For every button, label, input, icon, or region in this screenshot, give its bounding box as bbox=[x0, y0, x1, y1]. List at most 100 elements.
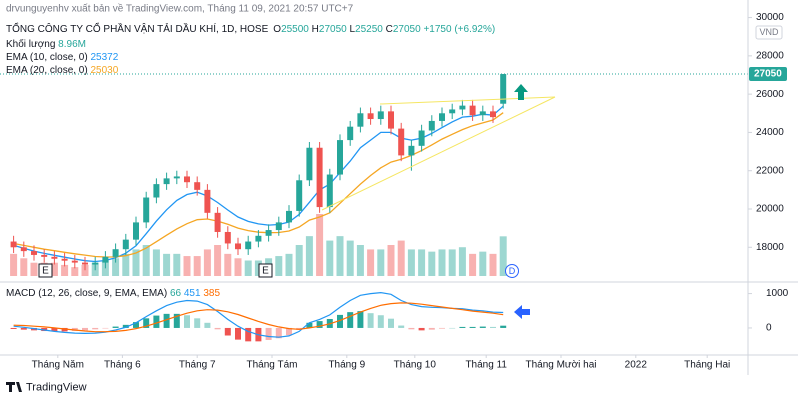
volume-bar bbox=[61, 264, 69, 276]
candle-body bbox=[500, 74, 507, 104]
volume-bar bbox=[152, 249, 160, 276]
histogram-bar bbox=[500, 325, 507, 328]
candle-body bbox=[184, 176, 190, 183]
candle-body bbox=[41, 254, 48, 257]
ohlc-value: 25500 bbox=[281, 24, 309, 35]
histogram-bar bbox=[133, 322, 139, 328]
y-tick-label: 22000 bbox=[756, 165, 784, 176]
histogram-bar bbox=[490, 326, 496, 328]
dividend-letter: D bbox=[509, 266, 516, 276]
left-arrow bbox=[514, 305, 530, 319]
candle-body bbox=[347, 126, 354, 141]
candle-body bbox=[173, 176, 180, 179]
y-tick-label: 28000 bbox=[756, 50, 784, 61]
axis-unit: VND bbox=[759, 27, 779, 37]
histogram-bar bbox=[337, 314, 343, 328]
volume-bar bbox=[193, 256, 201, 276]
candle-body bbox=[235, 243, 241, 250]
macd-pane: 0 1000 Tháng Năm Tháng 6 Tháng 7 Tháng Tám Thá… bbox=[6, 288, 789, 371]
x-tick-label: Tháng 7 bbox=[179, 360, 216, 371]
ohlc-value: 25250 bbox=[355, 24, 383, 35]
histogram-bar bbox=[82, 327, 88, 331]
histogram-bar bbox=[388, 318, 394, 328]
candle-body bbox=[377, 111, 384, 120]
volume-bar bbox=[397, 240, 405, 276]
candle-body bbox=[316, 147, 323, 208]
last-price-label: 27050 bbox=[754, 69, 782, 80]
candle-body bbox=[439, 113, 445, 121]
macd-legend: MACD (12, 26, close, 9, EMA, EMA) 66 451… bbox=[6, 288, 220, 299]
histogram-bar bbox=[10, 327, 17, 329]
volume-bar bbox=[489, 253, 497, 276]
histogram-bar bbox=[235, 327, 241, 340]
volume-bar bbox=[244, 260, 252, 276]
histogram-bar bbox=[92, 327, 99, 330]
x-tick-label: Tháng 6 bbox=[104, 360, 141, 371]
macd-line bbox=[13, 291, 504, 338]
candle-body bbox=[92, 262, 99, 265]
candle-body bbox=[194, 182, 201, 190]
x-tick-label: Tháng 11 bbox=[465, 360, 507, 371]
candle-body bbox=[133, 222, 139, 240]
volume-bar bbox=[448, 249, 456, 276]
earnings-marker[interactable] bbox=[38, 263, 53, 278]
ema-value: 25372 bbox=[90, 52, 118, 63]
candle-body bbox=[122, 239, 129, 250]
ohlc-label: C bbox=[386, 24, 393, 35]
histogram-bar bbox=[184, 315, 190, 328]
histogram-bar bbox=[153, 315, 160, 328]
ohlc-value: 27050 bbox=[319, 24, 347, 35]
trend-line bbox=[321, 96, 556, 211]
footer: TradingView bbox=[6, 381, 87, 393]
histogram-bar bbox=[439, 327, 445, 329]
candle-body bbox=[306, 147, 313, 181]
candle-body bbox=[214, 212, 221, 232]
volume-bar bbox=[336, 236, 344, 276]
histogram-bar bbox=[245, 327, 252, 342]
logo bbox=[6, 382, 22, 392]
volume-name: Khối lượng bbox=[6, 38, 55, 50]
volume-bar bbox=[183, 256, 191, 276]
volume-bar bbox=[295, 245, 303, 276]
histogram-bar bbox=[163, 313, 170, 328]
signal-line bbox=[13, 302, 504, 333]
candle-body bbox=[408, 145, 415, 156]
histogram-bar bbox=[143, 318, 150, 328]
candle-body bbox=[20, 247, 27, 252]
legend: drvunguyenhv xuất bản về TradingView.com… bbox=[6, 3, 495, 76]
y-tick-label: 20000 bbox=[756, 204, 784, 215]
x-tick-label: 2022 bbox=[625, 360, 648, 371]
candle-body bbox=[337, 140, 343, 175]
ema-name: EMA (10, close, 0) bbox=[6, 52, 88, 63]
histogram-bar bbox=[61, 327, 68, 332]
dividend-marker[interactable] bbox=[505, 264, 519, 278]
x-tick-label: Tháng 10 bbox=[394, 360, 437, 371]
volume-bar bbox=[458, 247, 466, 276]
candle-body bbox=[449, 109, 456, 114]
y-tick-label: 24000 bbox=[756, 127, 784, 138]
histogram-bar bbox=[459, 326, 466, 328]
histogram-bar bbox=[367, 313, 374, 328]
trend-line bbox=[379, 96, 556, 105]
earnings-marker[interactable] bbox=[258, 263, 273, 278]
volume-bar bbox=[173, 253, 181, 276]
candle-body bbox=[143, 197, 150, 223]
candle-body bbox=[245, 241, 252, 250]
candle-body bbox=[255, 235, 262, 242]
volume-bar bbox=[234, 258, 242, 276]
up-arrow bbox=[514, 84, 528, 100]
x-tick-label: Tháng Mười hai bbox=[525, 360, 596, 371]
ohlc-value: 27050 bbox=[393, 24, 421, 35]
candle-body bbox=[357, 113, 364, 127]
volume-bar bbox=[377, 249, 385, 276]
ema-legend: EMA (10, close, 0) 25372 bbox=[6, 52, 119, 63]
candle-body bbox=[469, 105, 476, 116]
volume-bar bbox=[122, 253, 130, 276]
histogram-bar bbox=[306, 322, 313, 328]
volume-legend: Khối lượng 8.96M bbox=[6, 38, 86, 50]
candle-body bbox=[286, 210, 292, 223]
earnings-letter: E bbox=[262, 266, 269, 277]
ohlc-label: H bbox=[312, 24, 319, 35]
